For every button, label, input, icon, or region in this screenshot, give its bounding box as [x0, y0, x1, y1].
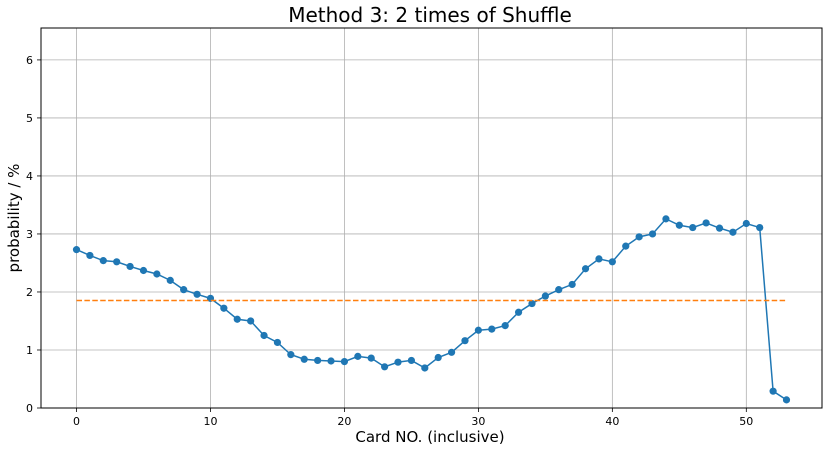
data-point [434, 353, 442, 362]
x-tick-label: 50 [739, 415, 753, 428]
x-tick-label: 40 [605, 415, 619, 428]
data-point [260, 331, 268, 340]
data-point [139, 266, 148, 275]
data-point [648, 230, 657, 238]
y-tick-label: 3 [26, 228, 33, 241]
x-axis-label: Card NO. (inclusive) [355, 428, 504, 446]
data-point [488, 325, 496, 333]
data-point [514, 308, 523, 316]
data-point [608, 258, 616, 266]
data-point [622, 242, 630, 250]
data-point [340, 357, 349, 366]
x-tick-label: 10 [203, 415, 217, 428]
data-point [287, 351, 295, 359]
data-point [166, 276, 174, 284]
data-point [394, 358, 402, 366]
data-point [782, 396, 791, 404]
y-tick-label: 6 [26, 54, 33, 67]
data-point [501, 322, 509, 330]
data-point [180, 286, 188, 294]
y-tick-label: 0 [26, 402, 33, 415]
plot-frame [40, 27, 823, 409]
data-point [193, 290, 201, 298]
data-point [367, 354, 375, 362]
data-point [314, 356, 322, 365]
data-point [702, 219, 710, 227]
data-point [541, 292, 549, 300]
data-point [220, 304, 228, 312]
data-point [581, 265, 590, 273]
data-point [72, 246, 81, 254]
data-point [407, 356, 416, 365]
data-point [769, 387, 777, 395]
x-axis-ticks: 0 10 20 30 40 50 [73, 408, 753, 428]
data-point [273, 338, 282, 347]
data-point [126, 262, 134, 271]
data-point [99, 257, 107, 265]
data-point [354, 352, 362, 360]
series-line [76, 217, 787, 401]
data-point [689, 223, 697, 232]
x-tick-label: 0 [73, 415, 80, 428]
y-axis-ticks: 0 1 2 3 4 5 6 [26, 54, 41, 415]
data-point [555, 286, 563, 294]
data-point [675, 221, 683, 229]
data-point [381, 363, 389, 371]
series-1 [72, 215, 791, 404]
data-point [300, 355, 308, 363]
y-tick-label: 4 [26, 170, 33, 183]
data-point [327, 357, 335, 365]
data-point [461, 337, 469, 345]
y-tick-label: 2 [26, 286, 33, 299]
data-point [662, 215, 670, 223]
data-point [595, 255, 603, 263]
y-tick-label: 1 [26, 344, 33, 357]
data-point [447, 348, 456, 356]
chart-title: Method 3: 2 times of Shuffle [288, 3, 572, 27]
data-point [113, 258, 121, 266]
y-tick-label: 5 [26, 112, 33, 125]
data-point [742, 219, 750, 228]
data-point [635, 233, 643, 241]
y-axis-label: probability / % [5, 164, 23, 273]
x-tick-label: 20 [337, 415, 351, 428]
grid [41, 28, 822, 409]
data-point [474, 326, 482, 334]
data-point [756, 223, 764, 232]
data-point [233, 315, 241, 323]
data-point [153, 270, 161, 278]
series-layer [72, 215, 791, 404]
data-point [421, 364, 429, 372]
data-point [86, 251, 94, 260]
data-point [528, 299, 536, 308]
data-point [247, 317, 255, 325]
data-point [729, 228, 737, 236]
x-tick-label: 30 [471, 415, 485, 428]
data-point [715, 224, 724, 232]
data-point [568, 280, 576, 289]
